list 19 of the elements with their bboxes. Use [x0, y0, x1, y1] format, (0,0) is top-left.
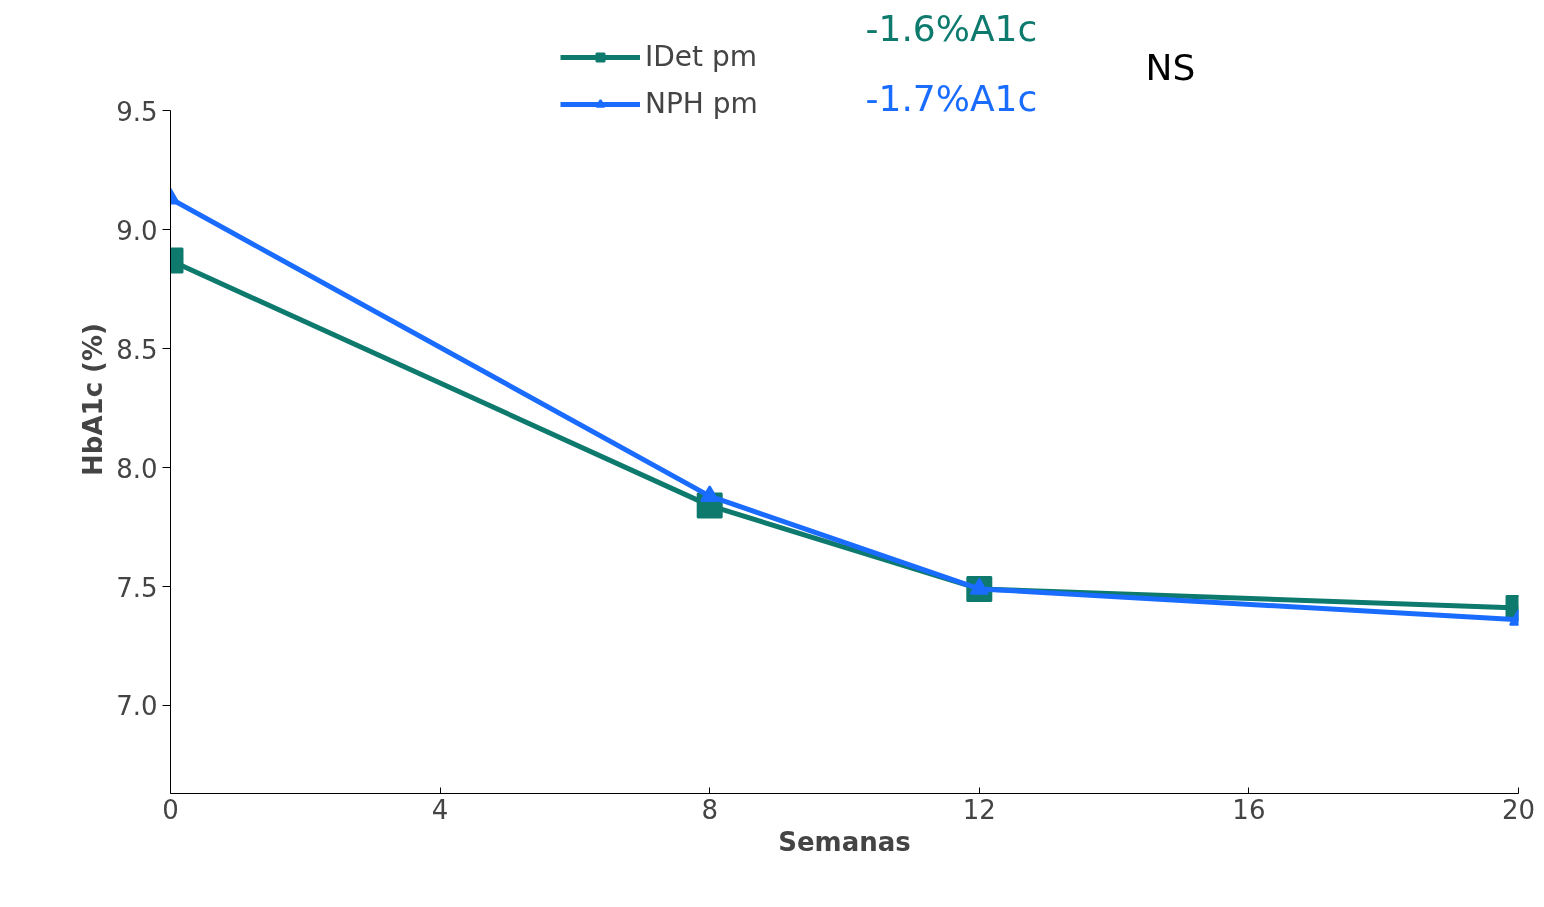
text: -1.6%A1c — [865, 8, 1038, 49]
y-tick-label: 9.5 — [116, 96, 158, 127]
y-axis-title: HbA1c (%) — [78, 323, 109, 476]
y-tick-label: 7.0 — [116, 691, 158, 722]
annotation: -1.7%A1c — [865, 78, 1038, 119]
x-tick-label: 16 — [1232, 794, 1266, 825]
x-tick-label: 0 — [162, 794, 179, 825]
y-tick-label: 7.5 — [116, 572, 158, 603]
x-tick-label: 20 — [1501, 794, 1536, 825]
legend-label: IDet pm — [645, 40, 757, 73]
legend-label: NPH pm — [645, 87, 758, 120]
y-tick-label: 9.0 — [116, 215, 158, 246]
y-tick-label: 8.5 — [116, 334, 158, 365]
x-tick-label: 8 — [701, 794, 718, 825]
x-tick-label: 12 — [962, 794, 996, 825]
y-tick-label: 8.0 — [116, 453, 158, 484]
text: NS — [1145, 47, 1196, 88]
x-tick-label: 4 — [431, 794, 449, 825]
x-axis-title: Semanas — [778, 826, 911, 857]
